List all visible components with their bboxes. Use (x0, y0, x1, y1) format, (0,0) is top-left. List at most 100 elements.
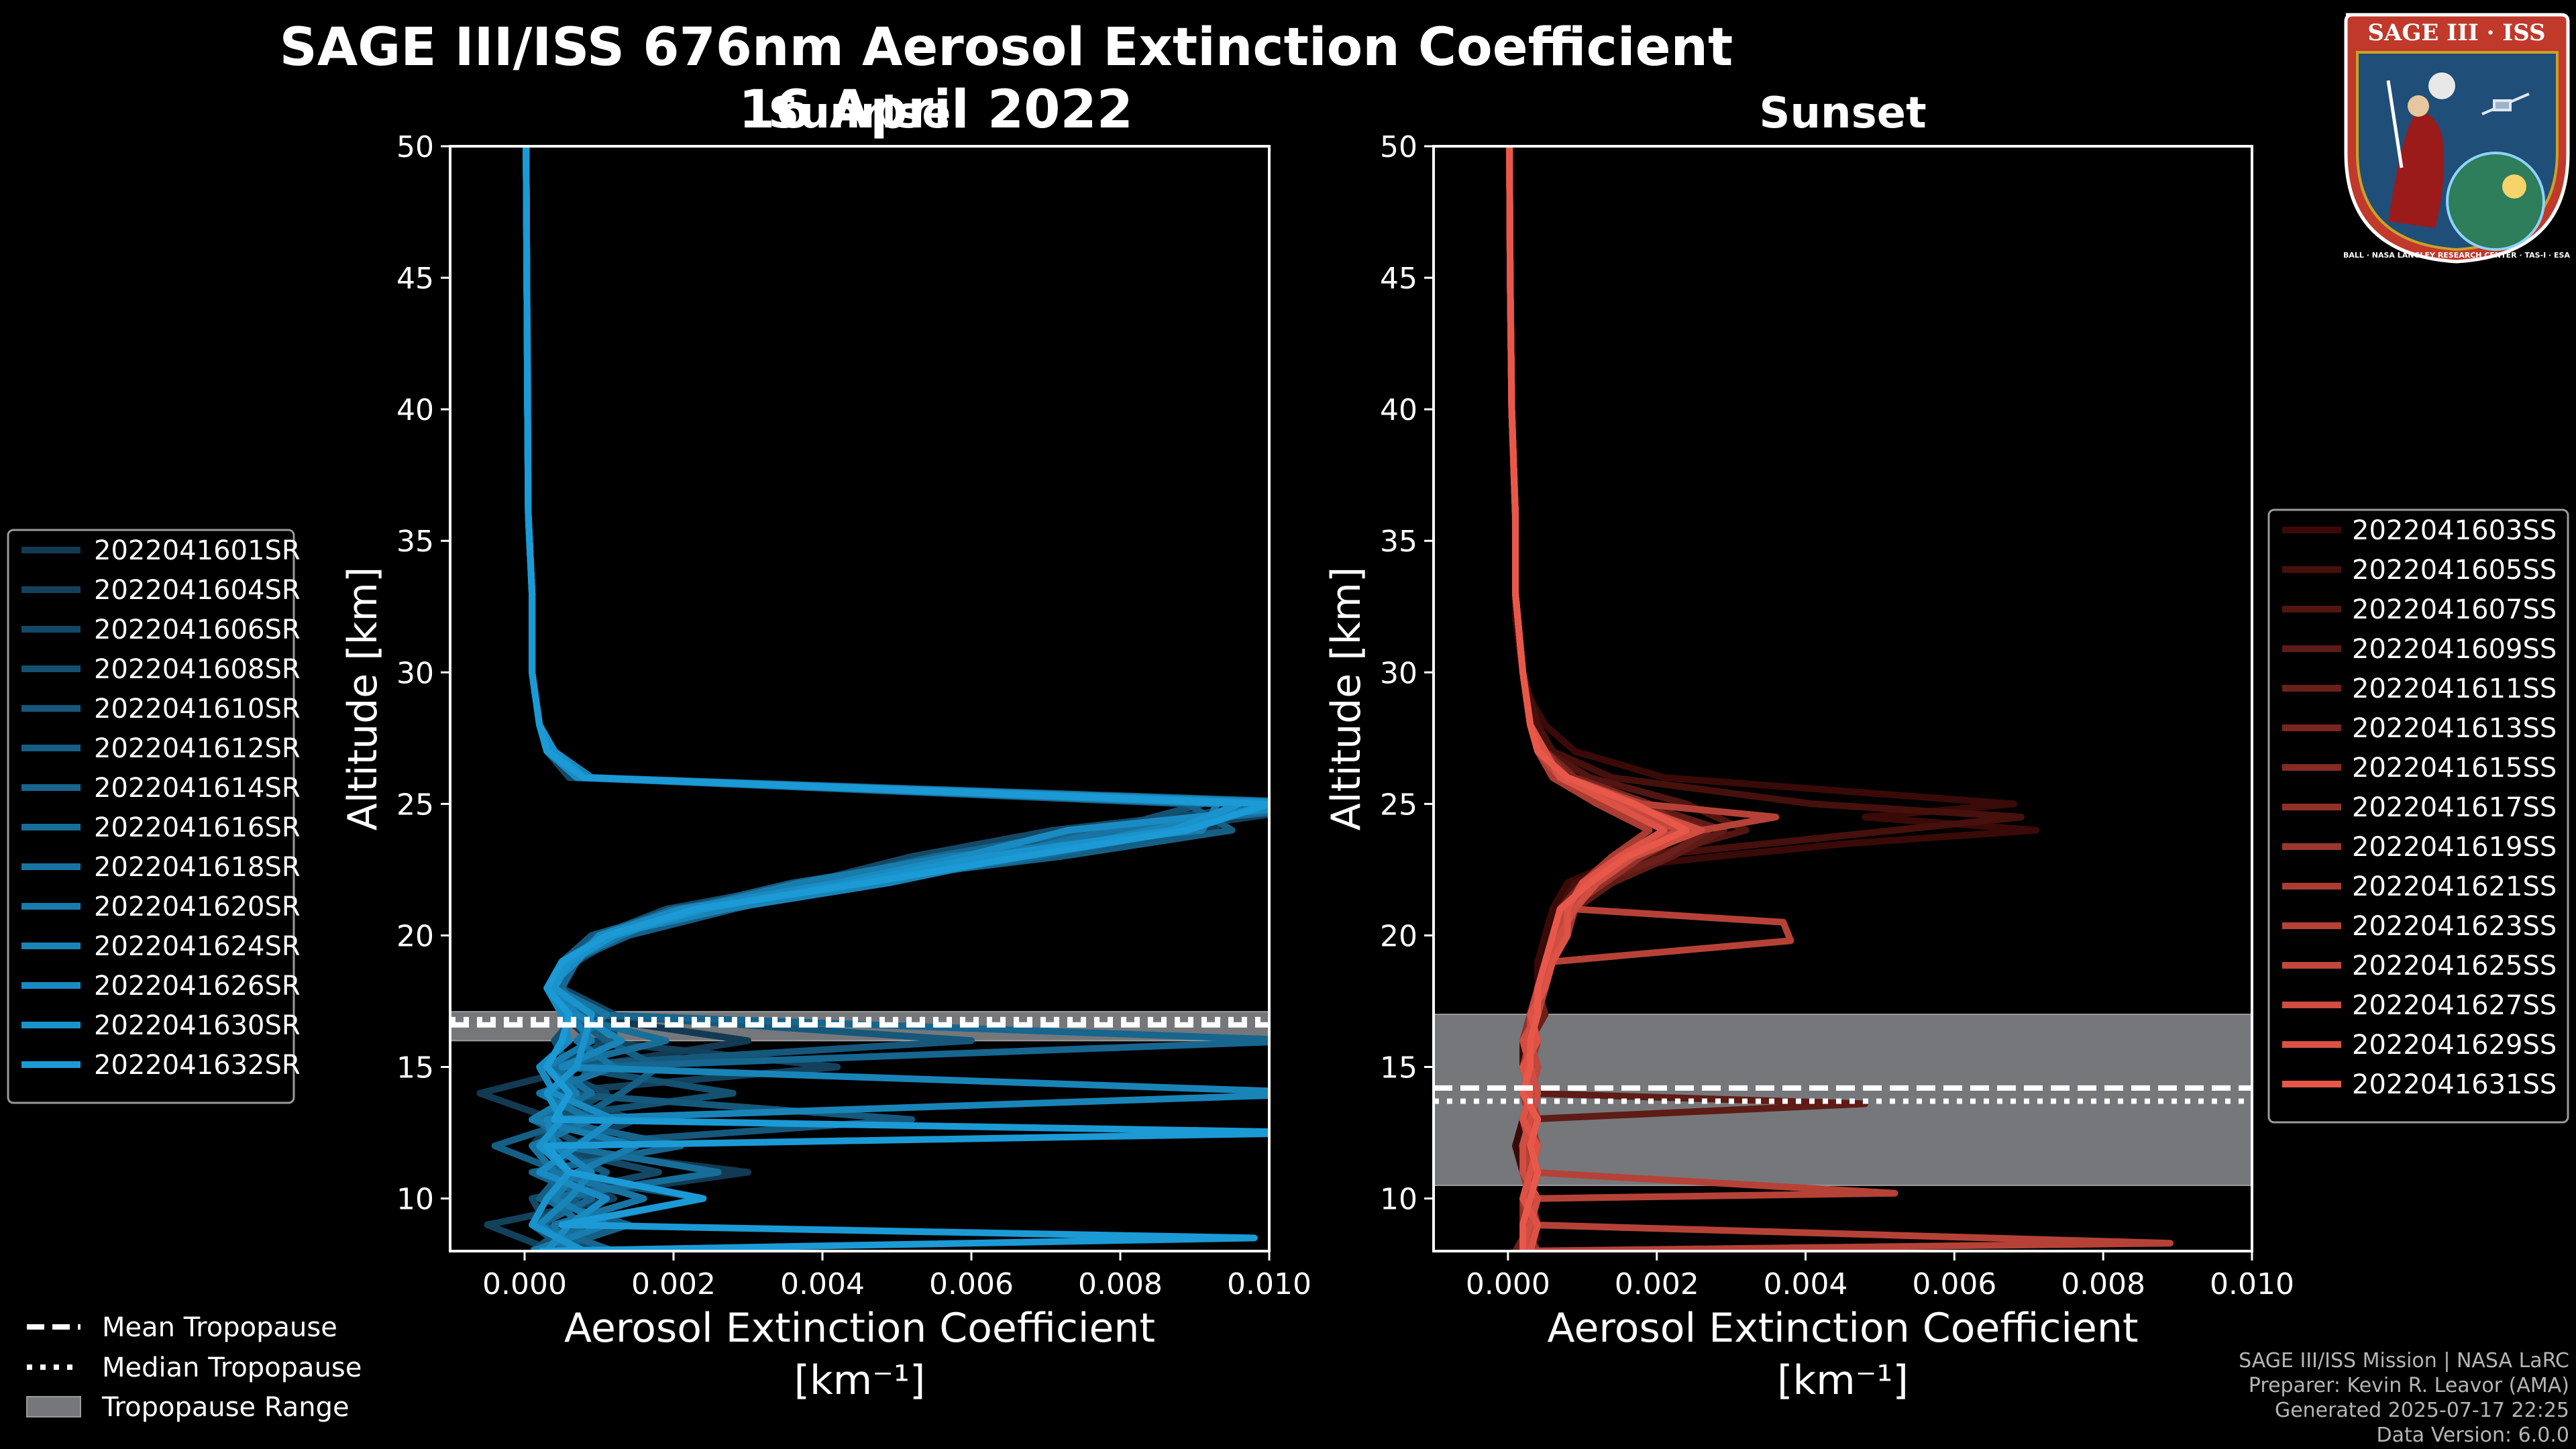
legend-label-2022041611SS: 2022041611SS (2352, 674, 2557, 704)
logo-title: SAGE III · ISS (2367, 19, 2545, 46)
legend-label-2022041631SS: 2022041631SS (2352, 1069, 2557, 1100)
sunrise-xtick-label: 0.004 (780, 1267, 865, 1301)
legend-label-2022041608SR: 2022041608SR (94, 654, 301, 685)
sunrise-ytick-label: 10 (396, 1183, 434, 1217)
sunset-ytick-label: 15 (1380, 1051, 1417, 1085)
legend-label-2022041627SS: 2022041627SS (2352, 990, 2557, 1021)
legend-label-2022041615SS: 2022041615SS (2352, 753, 2557, 784)
credits: SAGE III/ISS Mission | NASA LaRC Prepare… (2239, 1349, 2569, 1447)
legend-label-2022041605SS: 2022041605SS (2352, 555, 2557, 586)
moon-icon (2428, 72, 2455, 99)
sunset-xlabel: Aerosol Extinction Coefficient (1548, 1305, 2139, 1352)
legend-label-2022041618SR: 2022041618SR (94, 852, 301, 883)
legend-label-2022041613SS: 2022041613SS (2352, 713, 2557, 744)
sunset-ytick-label: 40 (1380, 393, 1417, 427)
sunrise-legend-box (7, 529, 295, 1104)
tropopause-legend: Mean Tropopause Median Tropopause Tropop… (26, 1312, 362, 1423)
sunset-panel-title: Sunset (1759, 89, 1926, 138)
sage-iss-logo: SAGE III · ISS BALL · NASA LANGLEY RESEA… (2343, 13, 2570, 264)
logo-ring-text: BALL · NASA LANGLEY RESEARCH CENTER · TA… (2343, 251, 2570, 260)
figure-date: 16 April 2022 (739, 80, 1133, 140)
legend-label-2022041624SR: 2022041624SR (94, 931, 301, 962)
sunset-axes-frame (1432, 145, 2253, 1252)
sunrise-ytick-label: 25 (396, 788, 434, 822)
sunrise-xtick-label: 0.010 (1227, 1267, 1311, 1301)
credit-preparer: Preparer: Kevin R. Leavor (AMA) (2249, 1374, 2569, 1397)
sunrise-xtick-label: 0.000 (482, 1267, 567, 1301)
legend-label-2022041614SR: 2022041614SR (94, 773, 301, 804)
sunset-legend-box (2267, 508, 2569, 1124)
sunrise-ytick-label: 40 (396, 393, 434, 427)
legend-label-2022041603SS: 2022041603SS (2352, 515, 2557, 546)
sunset-ytick-label: 20 (1380, 919, 1417, 953)
sunrise-ytick-label: 15 (396, 1051, 434, 1085)
tropopause-range-label: Tropopause Range (101, 1392, 350, 1423)
sunrise-ytick-label: 30 (396, 656, 434, 690)
astronomer-head-icon (2408, 95, 2429, 117)
sunrise-ytick-label: 35 (396, 525, 434, 559)
legend-label-2022041630SR: 2022041630SR (94, 1010, 301, 1041)
legend-label-2022041626SR: 2022041626SR (94, 971, 301, 1002)
tropopause-range-swatch (26, 1396, 81, 1417)
sunset-xunits: [km⁻¹] (1777, 1357, 1909, 1404)
sunrise-xtick-label: 0.002 (631, 1267, 716, 1301)
legend-label-2022041619SS: 2022041619SS (2352, 832, 2557, 863)
sunrise-panel: Sunrise 10 15 20 25 30 35 40 45 50 0.000 0.002 0.004… (339, 89, 1311, 1404)
sunset-ytick-label: 25 (1380, 788, 1417, 822)
sunset-ytick-label: 50 (1380, 130, 1417, 164)
legend-label-2022041607SS: 2022041607SS (2352, 594, 2557, 625)
legend-label-2022041620SR: 2022041620SR (94, 892, 301, 922)
telescope-icon (2386, 80, 2404, 168)
legend-label-2022041604SR: 2022041604SR (94, 575, 301, 606)
sunrise-ytick-label: 20 (396, 919, 434, 953)
legend-label-2022041609SS: 2022041609SS (2352, 634, 2557, 665)
sunset-panel: Sunset 10 15 20 25 30 35 40 45 50 0.000 0.002 0.004 0… (1323, 89, 2294, 1404)
sunset-xtick-label: 0.004 (1764, 1267, 1848, 1301)
legend-label-2022041606SR: 2022041606SR (94, 614, 301, 645)
sunset-plot-area (1434, 146, 2252, 1251)
legend-label-2022041617SS: 2022041617SS (2352, 792, 2557, 823)
sunrise-ylabel: Altitude [km] (339, 567, 386, 831)
space-station-icon (2481, 93, 2530, 115)
figure-title: SAGE III/ISS 676nm Aerosol Extinction Co… (280, 17, 1733, 78)
sunset-xtick-label: 0.008 (2061, 1267, 2145, 1301)
legend-label-2022041623SS: 2022041623SS (2352, 911, 2557, 942)
legend-label-2022041612SR: 2022041612SR (94, 733, 301, 764)
sunset-ytick-label: 10 (1380, 1183, 1417, 1217)
sunrise-xlabel: Aerosol Extinction Coefficient (564, 1305, 1155, 1352)
sunrise-axes-frame (449, 145, 1271, 1252)
sun-icon (2502, 174, 2526, 199)
legend-label-2022041625SS: 2022041625SS (2352, 951, 2557, 981)
mean-tropopause-label: Mean Tropopause (102, 1312, 337, 1343)
sunrise-xtick-label: 0.006 (929, 1267, 1014, 1301)
legend-label-2022041621SS: 2022041621SS (2352, 871, 2557, 902)
sunrise-plot-area (450, 146, 1269, 1251)
sunrise-legend: 2022041601SR 2022041604SR 2022041606SR 2022… (7, 529, 301, 1104)
sunset-xtick-label: 0.010 (2210, 1267, 2294, 1301)
sunset-xtick-label: 0.006 (1912, 1267, 1996, 1301)
legend-label-2022041610SR: 2022041610SR (94, 694, 301, 724)
credit-version: Data Version: 6.0.0 (2377, 1424, 2569, 1447)
sunset-ytick-label: 35 (1380, 525, 1417, 559)
sunrise-panel-title: Sunrise (768, 89, 951, 138)
earth-icon (2446, 152, 2545, 251)
sunset-ytick-label: 30 (1380, 656, 1417, 690)
legend-label-2022041601SR: 2022041601SR (94, 535, 301, 566)
profile-2022041631SS (1506, 146, 1690, 1251)
sunset-ylabel: Altitude [km] (1323, 567, 1370, 831)
sunset-xtick-label: 0.000 (1466, 1267, 1550, 1301)
legend-label-2022041616SR: 2022041616SR (94, 812, 301, 843)
legend-label-2022041632SR: 2022041632SR (94, 1050, 301, 1081)
credit-generated: Generated 2025-07-17 22:25 (2275, 1399, 2569, 1422)
profile-2022041632SR (523, 146, 1269, 1251)
credit-mission: SAGE III/ISS Mission | NASA LaRC (2239, 1349, 2569, 1373)
sunset-ytick-label: 45 (1380, 262, 1417, 296)
sunrise-xtick-label: 0.008 (1078, 1267, 1163, 1301)
astronomer-icon (2388, 113, 2445, 228)
sunset-legend: 2022041603SS 2022041605SS 2022041607SS 2022… (2267, 508, 2569, 1124)
sunrise-ytick-label: 50 (396, 130, 434, 164)
sunrise-ytick-label: 45 (396, 262, 434, 296)
legend-label-2022041629SS: 2022041629SS (2352, 1030, 2557, 1061)
sunrise-xunits: [km⁻¹] (794, 1357, 926, 1404)
